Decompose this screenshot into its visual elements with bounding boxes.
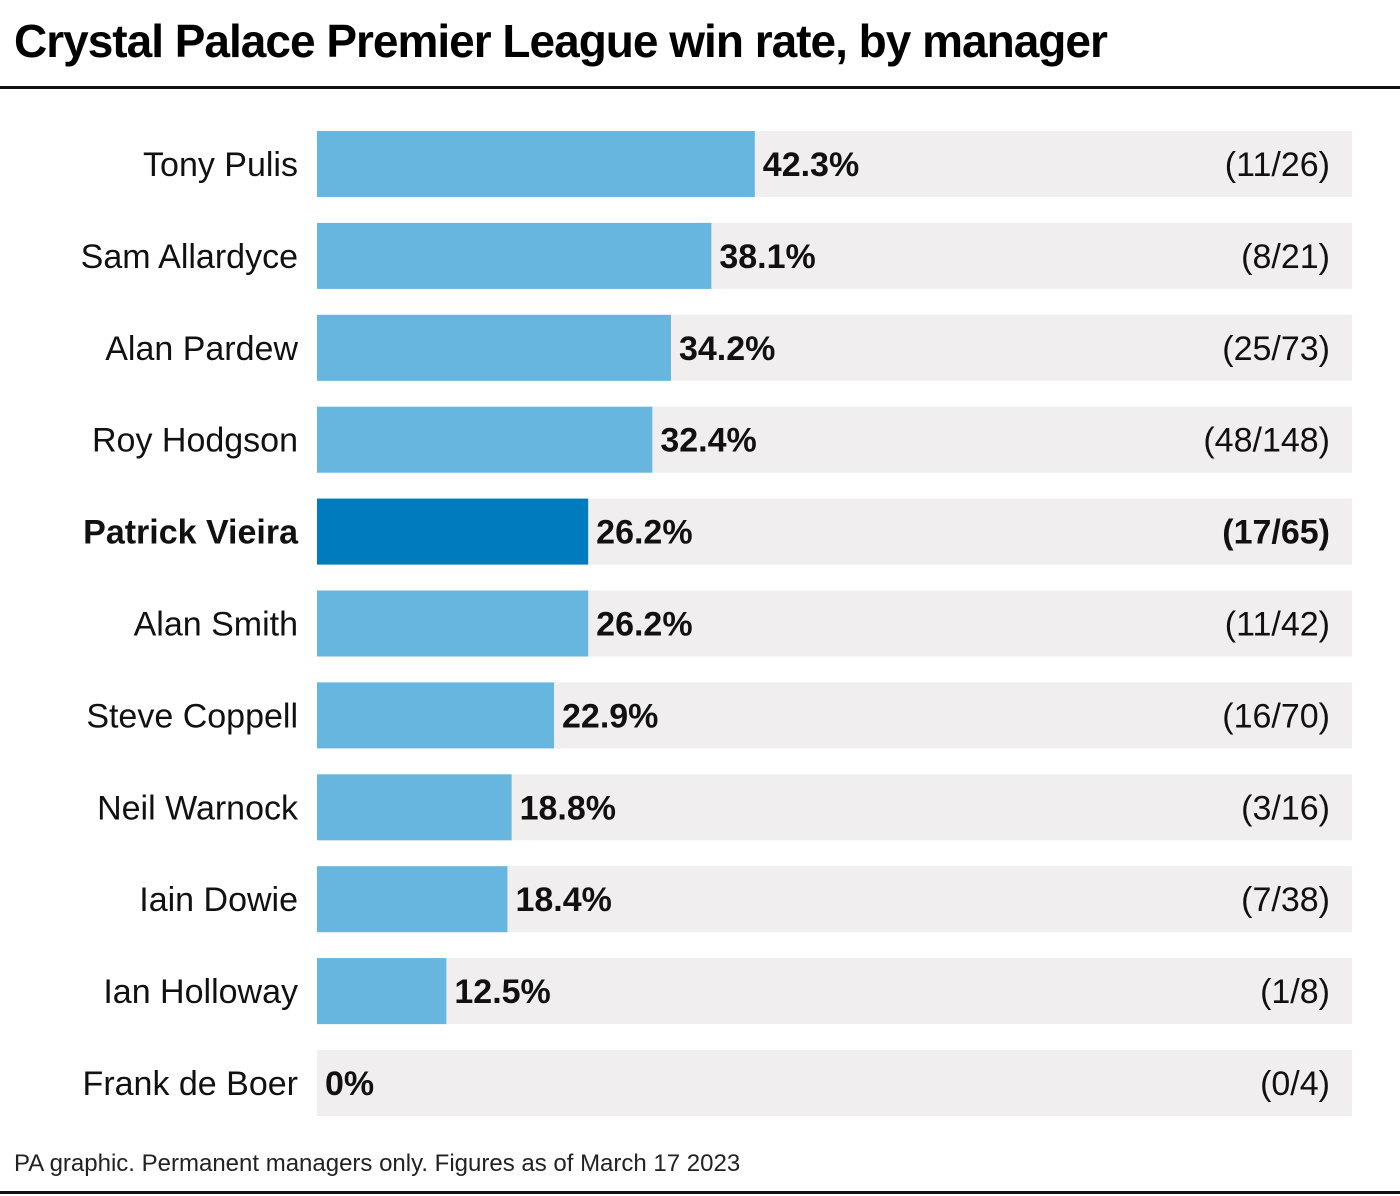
bar-tony-pulis (317, 131, 755, 197)
bar-chart: Tony Pulis 42.3% (11/26) Sam Allardyce 38.1%… (81, 131, 1352, 1116)
value-label-neil-warnock: 18.8% (520, 789, 616, 827)
value-label-tony-pulis: 42.3% (763, 146, 859, 184)
category-label-patrick-vieira: Patrick Vieira (83, 514, 299, 552)
category-label-neil-warnock: Neil Warnock (97, 789, 299, 827)
bar-iain-dowie (317, 866, 508, 933)
value-label-roy-hodgson: 32.4% (660, 422, 756, 460)
record-label-sam-allardyce: (8/21) (1241, 238, 1330, 276)
record-label-alan-smith: (11/42) (1225, 606, 1330, 644)
record-label-iain-dowie: (7/38) (1241, 881, 1330, 919)
bar-steve-coppell (317, 682, 555, 749)
bar-alan-pardew (317, 314, 671, 381)
bar-ian-holloway (317, 958, 447, 1025)
value-label-iain-dowie: 18.4% (515, 881, 611, 919)
chart-title: Crystal Palace Premier League win rate, … (14, 15, 1108, 67)
bar-alan-smith (317, 590, 589, 657)
title-divider (0, 86, 1400, 89)
record-label-ian-holloway: (1/8) (1260, 973, 1330, 1011)
record-label-tony-pulis: (11/26) (1225, 146, 1330, 184)
value-label-ian-holloway: 12.5% (454, 973, 550, 1011)
bar-track-ian-holloway (317, 958, 1352, 1025)
value-label-steve-coppell: 22.9% (562, 697, 658, 735)
bar-neil-warnock (317, 774, 512, 841)
bar-track-frank-de-boer (317, 1050, 1352, 1116)
record-label-roy-hodgson: (48/148) (1203, 422, 1330, 460)
category-label-sam-allardyce: Sam Allardyce (81, 238, 298, 276)
value-label-frank-de-boer: 0% (325, 1065, 374, 1103)
value-label-alan-smith: 26.2% (596, 606, 692, 644)
record-label-patrick-vieira: (17/65) (1222, 514, 1330, 552)
category-label-iain-dowie: Iain Dowie (139, 881, 298, 919)
category-label-roy-hodgson: Roy Hodgson (92, 422, 298, 460)
value-label-patrick-vieira: 26.2% (596, 514, 692, 552)
category-label-alan-smith: Alan Smith (134, 606, 298, 644)
bar-patrick-vieira (317, 498, 589, 565)
record-label-steve-coppell: (16/70) (1222, 697, 1330, 735)
footer-divider (0, 1191, 1400, 1194)
record-label-neil-warnock: (3/16) (1241, 789, 1330, 827)
footnote: PA graphic. Permanent managers only. Fig… (14, 1150, 741, 1177)
bar-roy-hodgson (317, 406, 653, 473)
value-label-alan-pardew: 34.2% (679, 330, 775, 368)
value-label-sam-allardyce: 38.1% (719, 238, 815, 276)
category-label-tony-pulis: Tony Pulis (143, 146, 298, 184)
category-label-alan-pardew: Alan Pardew (105, 330, 298, 368)
bar-sam-allardyce (317, 222, 712, 289)
category-label-frank-de-boer: Frank de Boer (83, 1065, 298, 1103)
record-label-alan-pardew: (25/73) (1222, 330, 1330, 368)
category-label-steve-coppell: Steve Coppell (86, 697, 298, 735)
category-label-ian-holloway: Ian Holloway (103, 973, 298, 1011)
record-label-frank-de-boer: (0/4) (1260, 1065, 1330, 1103)
